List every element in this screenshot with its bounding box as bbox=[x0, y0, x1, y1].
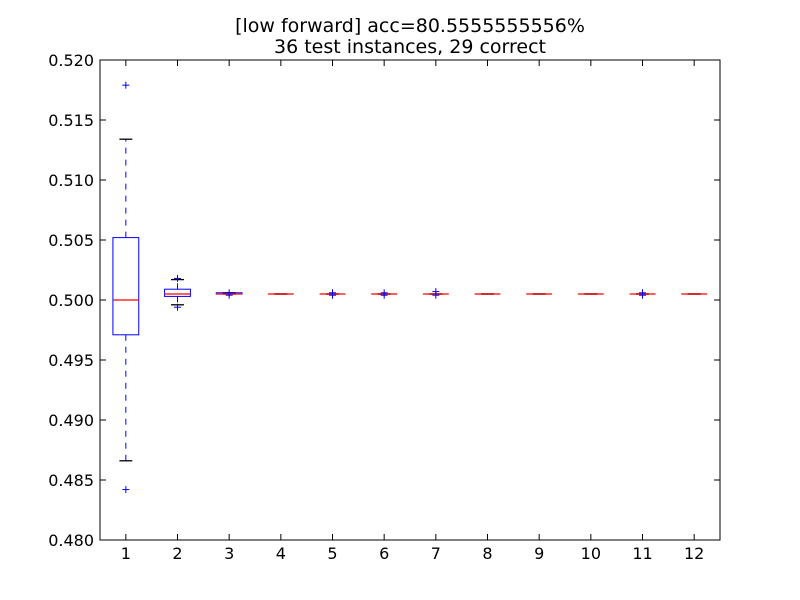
box-iqr bbox=[112, 237, 140, 336]
x-tick-label: 12 bbox=[684, 544, 704, 563]
box-group bbox=[629, 289, 656, 299]
box-group bbox=[422, 288, 449, 299]
y-tick-label: 0.500 bbox=[48, 291, 94, 310]
flier-marker bbox=[639, 291, 646, 299]
x-tick-label: 6 bbox=[379, 544, 389, 563]
box-group bbox=[319, 289, 346, 299]
box-iqr bbox=[164, 288, 191, 297]
box-group bbox=[164, 274, 191, 311]
x-tick-label: 5 bbox=[327, 544, 337, 563]
y-tick-label: 0.515 bbox=[48, 111, 94, 130]
y-tick-label: 0.520 bbox=[48, 51, 94, 70]
plot-marks bbox=[112, 81, 708, 494]
y-tick-label: 0.490 bbox=[48, 411, 94, 430]
x-tick-label: 11 bbox=[632, 544, 652, 563]
box-group bbox=[215, 289, 243, 299]
chart-title-line-1: [low forward] acc=80.5555555556% bbox=[235, 15, 585, 37]
flier-marker bbox=[174, 274, 181, 282]
x-tick-label: 10 bbox=[581, 544, 601, 563]
y-tick-label: 0.485 bbox=[48, 471, 94, 490]
flier-marker bbox=[122, 486, 130, 494]
x-tick-label: 7 bbox=[431, 544, 441, 563]
flier-marker bbox=[174, 303, 181, 311]
y-axis: 0.480 0.485 0.490 0.495 0.500 0.505 0.510 0.515… bbox=[48, 51, 720, 550]
x-tick-label: 1 bbox=[121, 544, 131, 563]
flier-marker bbox=[225, 291, 233, 299]
x-tick-label: 4 bbox=[276, 544, 286, 563]
x-tick-label: 2 bbox=[172, 544, 182, 563]
y-tick-label: 0.505 bbox=[48, 231, 94, 250]
flier-marker bbox=[432, 291, 440, 299]
x-tick-label: 8 bbox=[482, 544, 492, 563]
y-tick-label: 0.495 bbox=[48, 351, 94, 370]
box-group bbox=[112, 81, 140, 494]
flier-marker bbox=[329, 291, 336, 299]
x-axis: 1 2 3 4 5 6 7 8 9 10 11 12 bbox=[121, 60, 704, 563]
flier-marker bbox=[122, 81, 130, 89]
y-tick-label: 0.510 bbox=[48, 171, 94, 190]
x-tick-label: 3 bbox=[224, 544, 234, 563]
flier-marker bbox=[380, 291, 388, 299]
box-group bbox=[371, 289, 398, 299]
plot-frame bbox=[99, 59, 721, 541]
x-tick-label: 9 bbox=[534, 544, 544, 563]
chart-title-line-2: 36 test instances, 29 correct bbox=[274, 36, 546, 58]
y-tick-label: 0.480 bbox=[48, 531, 94, 550]
